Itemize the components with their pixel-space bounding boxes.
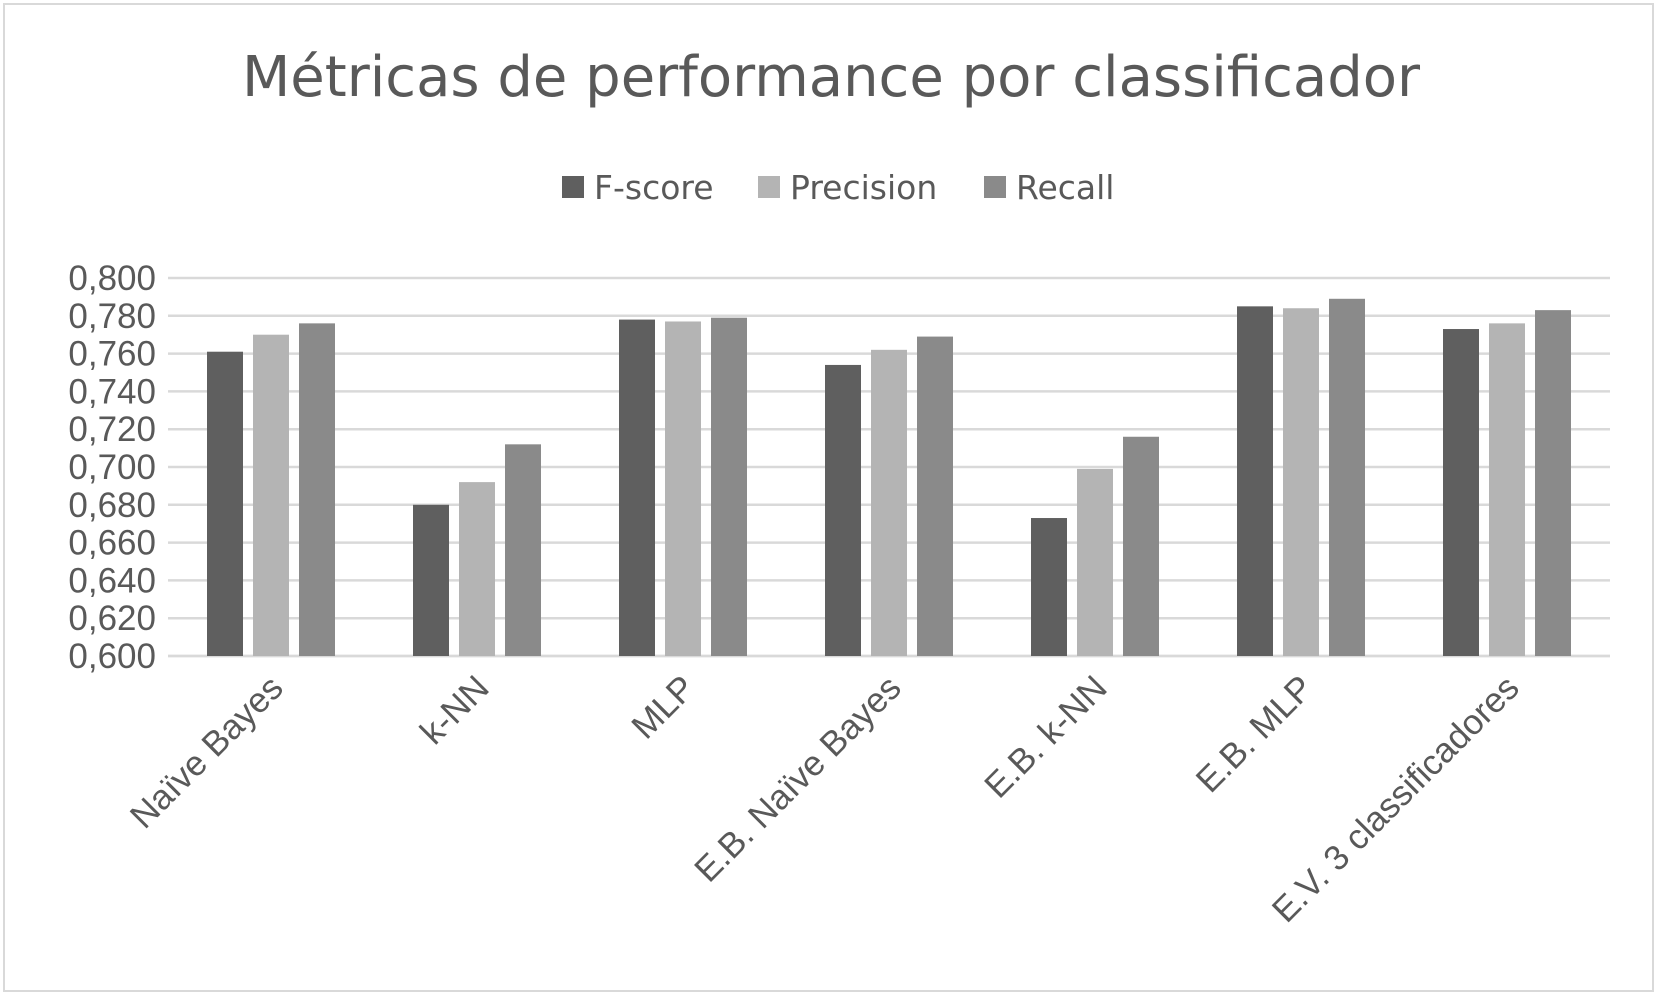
bar-precision — [1283, 308, 1319, 656]
legend-swatch-recall — [984, 176, 1006, 198]
y-tick-label: 0,720 — [68, 410, 156, 449]
legend-swatch-f-score — [562, 176, 584, 198]
bar-f-score — [413, 504, 449, 656]
bar-recall — [505, 444, 541, 656]
legend-label-f-score: F-score — [594, 168, 714, 207]
bar-precision — [253, 334, 289, 656]
y-tick-label: 0,620 — [68, 599, 156, 638]
x-tick-label: Naïve Bayes — [123, 668, 291, 836]
legend-label-precision: Precision — [790, 168, 937, 207]
bar-recall — [1329, 298, 1365, 656]
y-tick-label: 0,740 — [68, 372, 156, 411]
bar-recall — [1535, 310, 1571, 656]
chart-title: Métricas de performance por classificado… — [242, 45, 1421, 110]
x-tick-label: MLP — [624, 668, 702, 746]
legend-label-recall: Recall — [1016, 168, 1114, 207]
bar-precision — [871, 349, 907, 656]
bar-recall — [299, 323, 335, 656]
y-tick-label: 0,800 — [68, 259, 156, 298]
bar-f-score — [1237, 306, 1273, 656]
bar-recall — [711, 317, 747, 656]
bar-precision — [1077, 468, 1113, 656]
bar-f-score — [619, 319, 655, 656]
y-tick-label: 0,700 — [68, 448, 156, 487]
bar-f-score — [1443, 329, 1479, 656]
bar-recall — [917, 336, 953, 656]
bar-precision — [459, 482, 495, 656]
bar-recall — [1123, 436, 1159, 656]
y-tick-label: 0,760 — [68, 335, 156, 374]
y-tick-label: 0,660 — [68, 524, 156, 563]
x-tick-label: k-NN — [413, 668, 497, 752]
x-tick-label: E.B. k-NN — [977, 668, 1115, 806]
y-tick-label: 0,680 — [68, 486, 156, 525]
bar-precision — [665, 321, 701, 656]
y-tick-label: 0,640 — [68, 561, 156, 600]
x-tick-label: E.B. Naïve Bayes — [687, 668, 909, 890]
x-tick-label: E.B. MLP — [1189, 668, 1321, 800]
y-tick-label: 0,780 — [68, 297, 156, 336]
legend: F-score Precision Recall — [562, 168, 1114, 207]
bar-precision — [1489, 323, 1525, 656]
legend-swatch-precision — [758, 176, 780, 198]
bar-f-score — [825, 364, 861, 656]
y-tick-label: 0,600 — [68, 637, 156, 676]
bars — [207, 298, 1571, 656]
bar-f-score — [1031, 518, 1067, 656]
y-axis-ticks: 0,6000,6200,6400,6600,6800,7000,7200,740… — [68, 259, 156, 676]
bar-f-score — [207, 351, 243, 656]
